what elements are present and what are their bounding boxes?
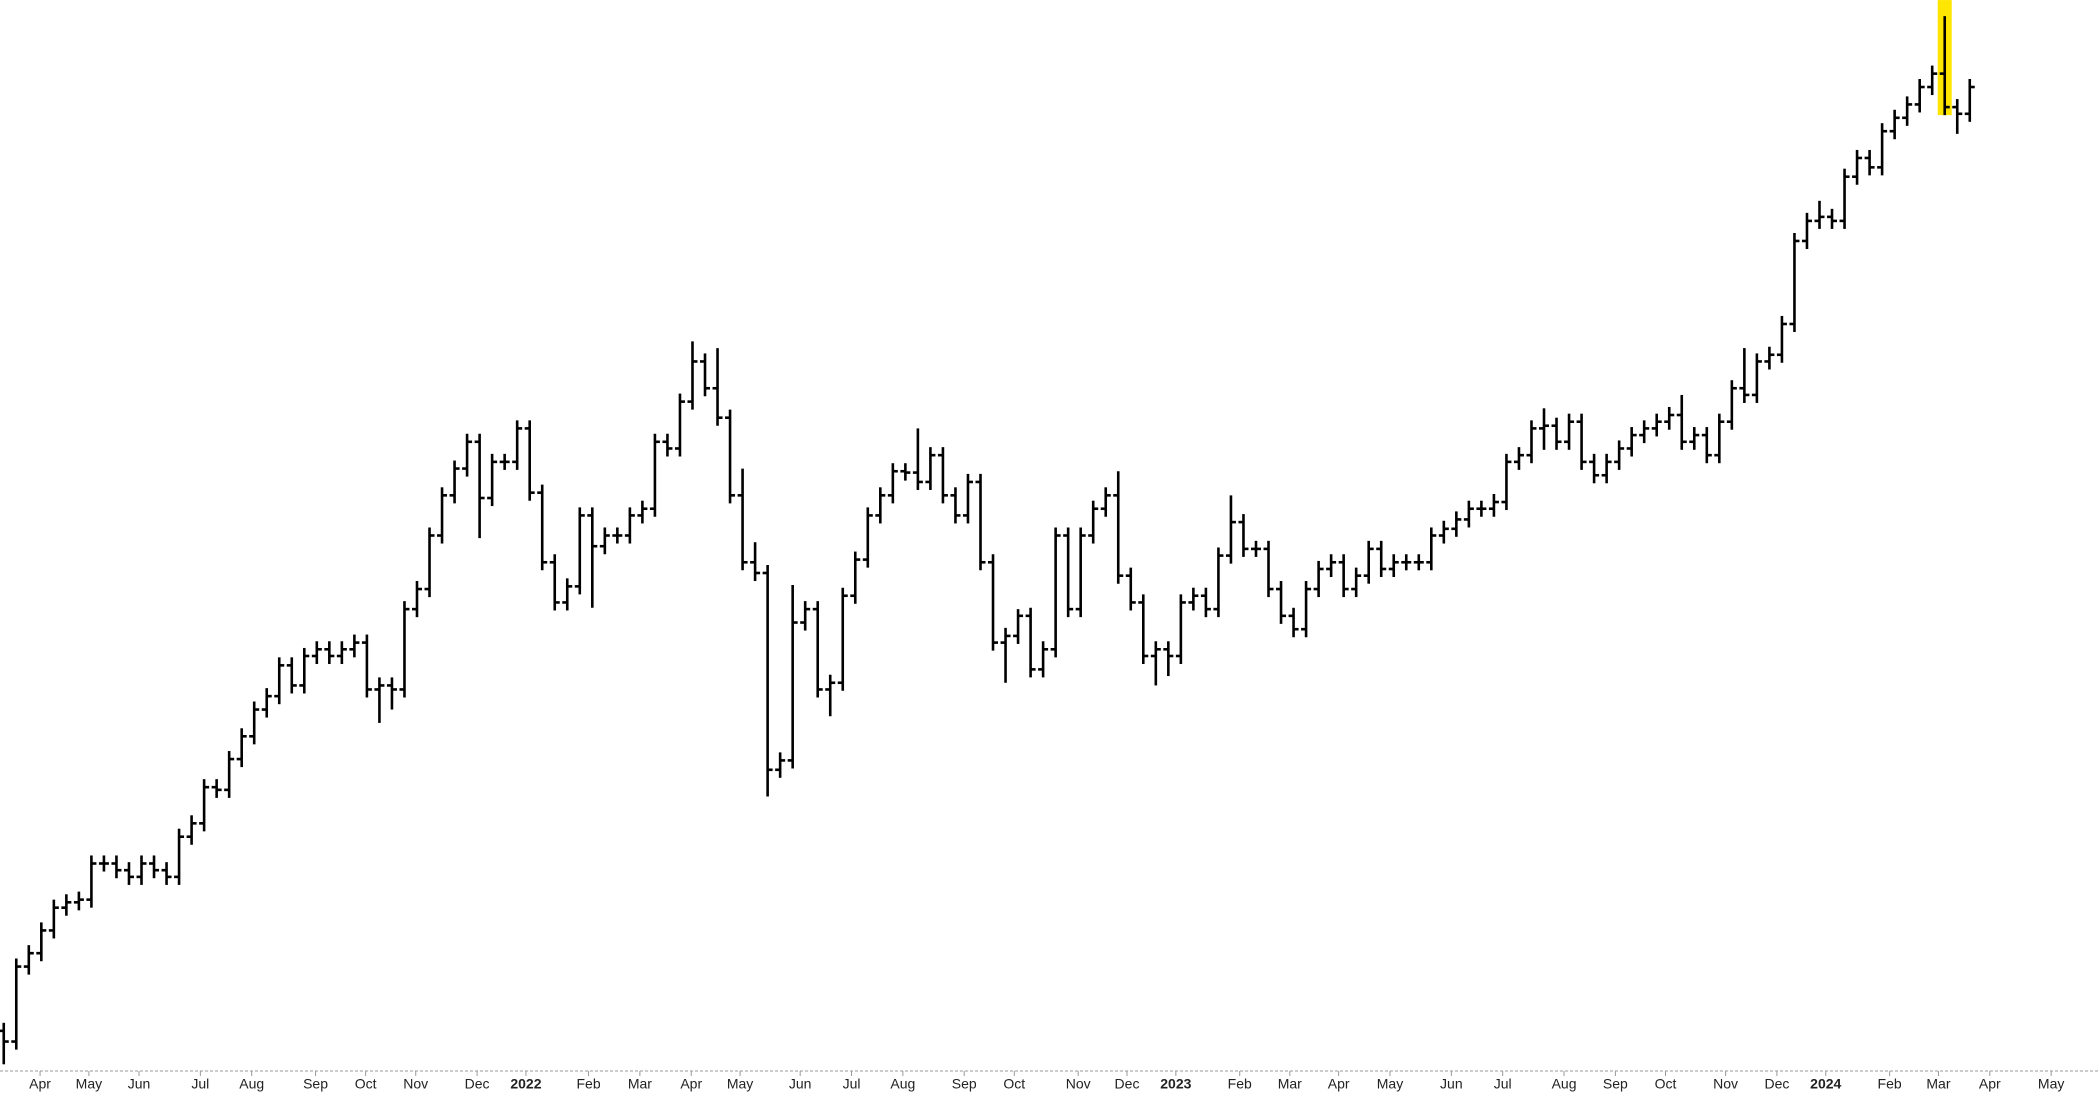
x-tick-label: Aug: [239, 1076, 264, 1092]
x-tick-label: Dec: [1764, 1076, 1789, 1092]
x-tick-label: Aug: [1552, 1076, 1577, 1092]
x-tick-label: Dec: [1115, 1076, 1140, 1092]
x-tick-label: Mar: [628, 1076, 652, 1092]
x-tick-label: Nov: [403, 1076, 428, 1092]
x-tick-label: Nov: [1713, 1076, 1738, 1092]
x-tick-label: Jun: [128, 1076, 151, 1092]
x-tick-label: Mar: [1926, 1076, 1950, 1092]
x-tick-label: 2022: [510, 1076, 541, 1092]
x-tick-label: May: [76, 1076, 102, 1092]
x-tick-label: May: [2038, 1076, 2064, 1092]
x-tick-label: Sep: [952, 1076, 977, 1092]
x-tick-label: 2023: [1160, 1076, 1191, 1092]
x-tick-label: Sep: [1603, 1076, 1628, 1092]
x-tick-label: Oct: [1003, 1076, 1025, 1092]
x-tick-label: Oct: [355, 1076, 377, 1092]
x-tick-label: Oct: [1655, 1076, 1677, 1092]
x-tick-label: Jun: [1440, 1076, 1463, 1092]
x-tick-label: Feb: [576, 1076, 600, 1092]
x-tick-label: Dec: [465, 1076, 490, 1092]
x-tick-label: Jul: [191, 1076, 209, 1092]
x-tick-label: Jul: [1494, 1076, 1512, 1092]
x-tick-label: Nov: [1066, 1076, 1091, 1092]
x-tick-label: Jun: [789, 1076, 812, 1092]
x-tick-label: May: [727, 1076, 753, 1092]
x-tick-label: Aug: [890, 1076, 915, 1092]
x-tick-label: Sep: [303, 1076, 328, 1092]
x-tick-label: Apr: [29, 1076, 51, 1092]
x-tick-label: Apr: [1979, 1076, 2001, 1092]
x-tick-label: Apr: [1328, 1076, 1350, 1092]
x-tick-label: Mar: [1278, 1076, 1302, 1092]
x-tick-label: Apr: [680, 1076, 702, 1092]
x-tick-label: Feb: [1228, 1076, 1252, 1092]
x-tick-label: Jul: [843, 1076, 861, 1092]
x-tick-label: 2024: [1810, 1076, 1841, 1092]
x-tick-label: May: [1377, 1076, 1403, 1092]
x-tick-label: Feb: [1878, 1076, 1902, 1092]
